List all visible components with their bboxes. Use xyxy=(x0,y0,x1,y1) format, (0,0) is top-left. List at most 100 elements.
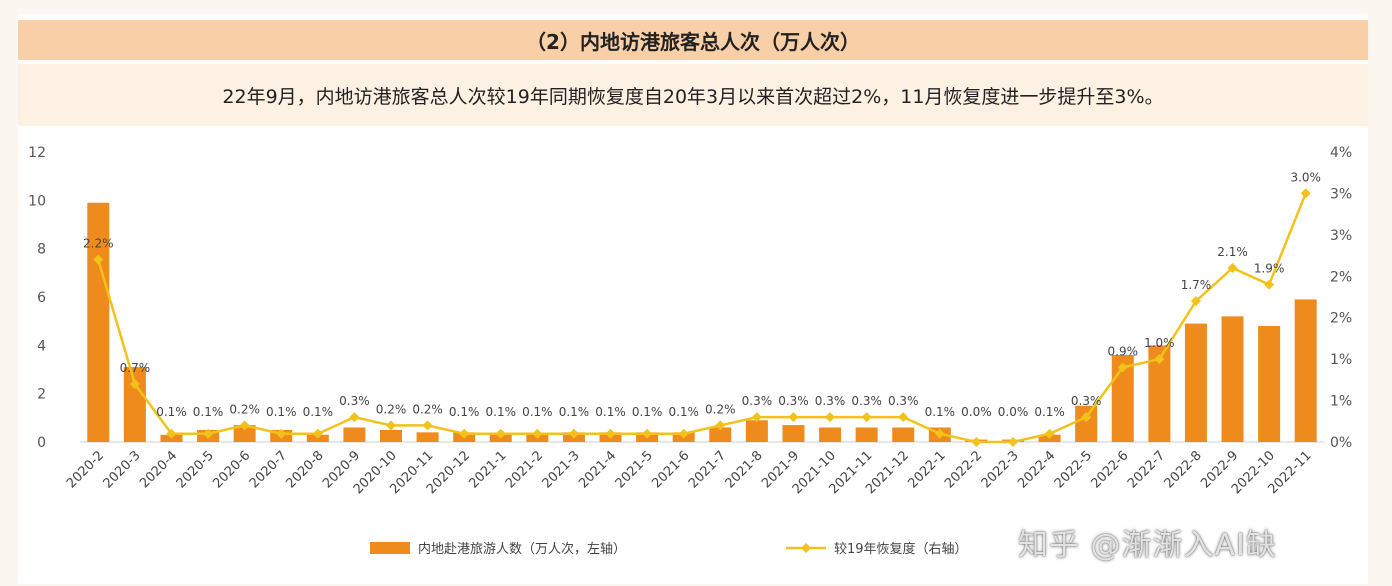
line-data-label: 0.1% xyxy=(486,405,517,419)
line-data-label: 0.2% xyxy=(705,402,736,416)
line-data-label: 0.3% xyxy=(851,394,882,408)
line-point xyxy=(349,412,360,423)
bar xyxy=(782,425,805,442)
line-point xyxy=(239,420,250,431)
line-data-label: 0.3% xyxy=(742,394,773,408)
x-axis-label: 2021-3 xyxy=(540,448,583,491)
watermark: 知乎 @渐渐入AI缺 xyxy=(1018,528,1277,563)
x-axis-label: 2022-1 xyxy=(905,448,948,491)
x-axis-labels: 2020-22020-32020-42020-52020-62020-72020… xyxy=(64,448,1315,497)
line-data-label: 0.2% xyxy=(412,402,443,416)
x-axis-label: 2022-7 xyxy=(1125,448,1168,491)
x-axis-label: 2020-5 xyxy=(174,448,217,491)
line-data-label: 0.1% xyxy=(156,405,187,419)
x-axis-label: 2020-2 xyxy=(64,448,107,491)
x-axis-label: 2020-3 xyxy=(101,448,144,491)
x-axis-label: 2022-5 xyxy=(1052,448,1095,491)
line-point xyxy=(568,428,579,439)
x-axis-label: 2022-3 xyxy=(979,448,1022,491)
x-axis-label: 2021-8 xyxy=(723,448,766,491)
bar xyxy=(892,427,915,442)
line-point xyxy=(203,428,214,439)
line-data-label: 0.1% xyxy=(1034,405,1065,419)
line-data-label: 0.1% xyxy=(595,405,626,419)
section-title: （2）内地访港旅客总人次（万人次） xyxy=(18,20,1368,60)
line-point xyxy=(1081,412,1092,423)
left-axis-tick: 10 xyxy=(28,193,46,209)
line-series xyxy=(93,188,1311,447)
x-axis-label: 2020-6 xyxy=(210,448,253,491)
legend-bar-label: 内地赴港旅游人数（万人次，左轴） xyxy=(418,541,626,557)
line-data-label: 3.0% xyxy=(1290,170,1321,184)
line-point xyxy=(386,420,396,431)
x-axis-label: 2022-4 xyxy=(1015,448,1058,491)
bar xyxy=(1075,405,1098,442)
line-data-label: 0.1% xyxy=(193,405,224,419)
bar xyxy=(416,432,439,442)
line-point xyxy=(1190,296,1201,307)
line-path xyxy=(97,192,1307,444)
line-data-label: 1.9% xyxy=(1254,262,1285,276)
bar xyxy=(1221,316,1244,442)
x-axis-label: 2021-1 xyxy=(466,448,509,491)
x-axis-label: 2021-6 xyxy=(649,448,692,491)
line-point xyxy=(788,412,799,423)
left-axis-tick: 6 xyxy=(37,290,46,306)
line-point xyxy=(459,428,470,439)
right-axis-tick: 3% xyxy=(1330,186,1352,202)
line-point xyxy=(1008,437,1018,447)
line-point xyxy=(93,254,104,265)
line-point xyxy=(312,428,323,439)
x-axis-label: 2021-7 xyxy=(686,448,729,491)
x-axis-label: 2022-6 xyxy=(1088,448,1131,491)
line-data-label: 0.2% xyxy=(376,402,407,416)
line-point xyxy=(1227,263,1238,273)
right-axis-tick: 3% xyxy=(1330,228,1352,244)
line-point xyxy=(532,428,543,439)
bar xyxy=(343,427,366,442)
line-point xyxy=(934,428,945,439)
line-point xyxy=(605,428,616,439)
bar xyxy=(233,425,256,442)
line-data-label: 0.3% xyxy=(339,394,370,408)
left-axis-tick: 12 xyxy=(28,145,46,161)
line-data-label: 0.1% xyxy=(303,405,334,419)
right-axis-tick: 2% xyxy=(1330,269,1352,285)
line-data-labels: 2.2% 0.7% 0.1% 0.1% 0.2% 0.1% 0.1% 0.3% 0.2% 0.2%… xyxy=(83,170,1321,419)
line-data-label: 0.3% xyxy=(888,394,919,408)
line-data-label: 0.1% xyxy=(632,405,663,419)
x-axis-label: 2021-5 xyxy=(613,448,656,491)
legend-line-marker xyxy=(801,543,811,553)
x-axis-label: 2021-2 xyxy=(503,448,546,491)
line-data-label: 1.0% xyxy=(1144,336,1175,350)
line-data-label: 0.2% xyxy=(229,402,260,416)
chart-description: 22年9月，内地访港旅客总人次较19年同期恢复度自20年3月以来首次超过2%，1… xyxy=(18,64,1368,126)
line-point xyxy=(1117,362,1128,373)
bar xyxy=(380,429,402,442)
line-data-label: 0.1% xyxy=(559,405,590,419)
line-data-label: 0.1% xyxy=(266,405,297,419)
line-data-label: 0.3% xyxy=(815,394,846,408)
line-point xyxy=(495,428,506,439)
line-point xyxy=(971,437,982,447)
legend-bar-swatch xyxy=(370,542,410,554)
bar xyxy=(1148,345,1171,442)
right-axis-tick: 4% xyxy=(1330,145,1352,161)
right-axis-tick: 1% xyxy=(1330,394,1352,410)
legend-line-label: 较19年恢复度（右轴） xyxy=(834,541,968,557)
bar xyxy=(745,420,768,442)
bar xyxy=(855,427,878,442)
line-point xyxy=(825,412,836,423)
bar xyxy=(819,427,842,442)
line-point xyxy=(166,428,177,439)
line-point xyxy=(1264,279,1275,290)
line-data-label: 0.3% xyxy=(1071,394,1102,408)
bar xyxy=(1184,323,1207,442)
bar xyxy=(123,367,146,442)
bar xyxy=(1258,326,1281,442)
left-axis-tick: 4 xyxy=(37,338,46,354)
x-axis-label: 2020-8 xyxy=(283,448,326,491)
line-data-label: 2.2% xyxy=(83,237,114,251)
right-axis-ticks: 0% 1% 1% 2% 2% 3% 3% 4% xyxy=(1330,145,1352,451)
line-point xyxy=(1044,428,1055,439)
